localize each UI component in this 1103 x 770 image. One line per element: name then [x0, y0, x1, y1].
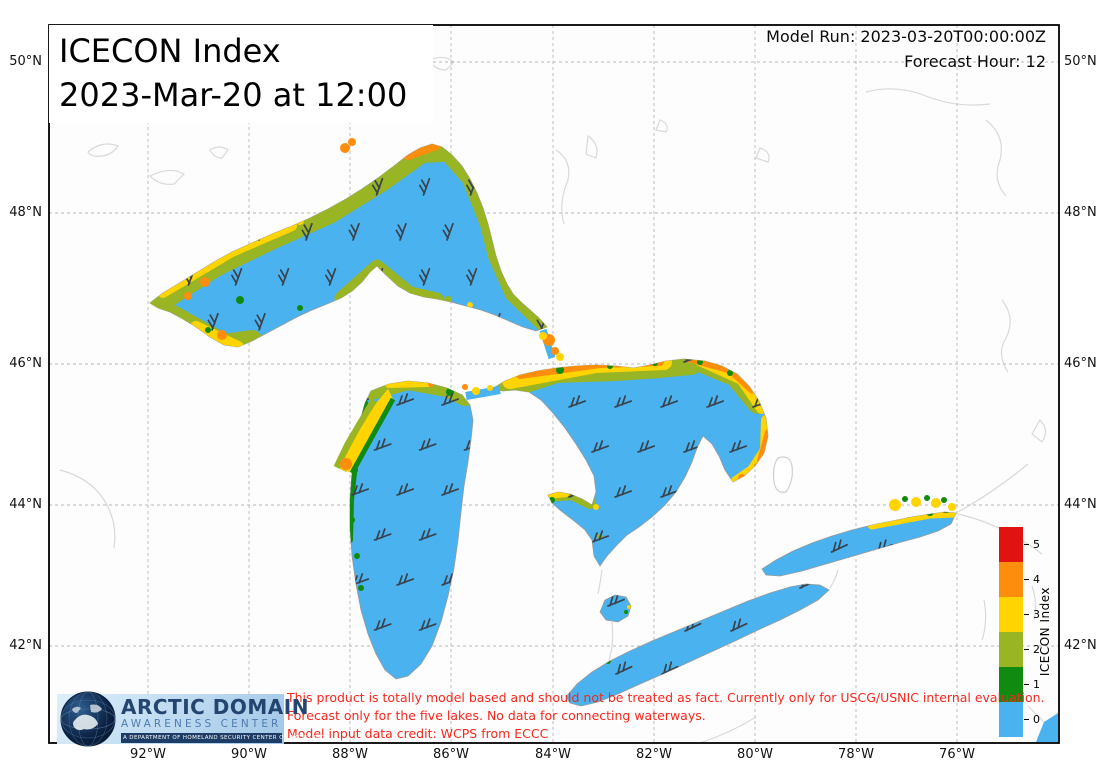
colorbar-swatch-4 — [999, 562, 1023, 597]
disclaimer-text: This product is totally model based and … — [287, 689, 1045, 743]
disclaimer-line-3: Model input data credit: WCPS from ECCC — [287, 726, 549, 741]
arctic-domain-logo: ARCTIC DOMAIN AWARENESS CENTER A DEPARTM… — [57, 691, 329, 747]
colorbar-swatch-0 — [999, 702, 1023, 737]
lat-label-left-46n: 46°N — [9, 356, 42, 371]
lon-label-80w: 80°W — [737, 747, 773, 762]
colorbar-tick-label: 1 — [1033, 678, 1040, 691]
logo-tagline: A DEPARTMENT OF HOMELAND SECURITY CENTER… — [121, 733, 329, 743]
lat-label-left-48n: 48°N — [9, 205, 42, 220]
colorbar-tick-label: 2 — [1033, 643, 1040, 656]
shore-ice-details-layer — [333, 138, 1058, 742]
lat-label-right-50n: 50°N — [1064, 54, 1097, 69]
colorbar-tick-label: 3 — [1033, 608, 1040, 621]
lat-label-left-44n: 44°N — [9, 497, 42, 512]
disclaimer-line-2: Forecast only for the five lakes. No dat… — [287, 708, 706, 723]
map-area — [49, 25, 1059, 743]
title-line-2: 2023-Mar-20 at 12:00 — [59, 76, 408, 114]
lat-label-right-44n: 44°N — [1064, 497, 1097, 512]
lake-stclair — [599, 594, 632, 623]
model-run-text: Model Run: 2023-03-20T00:00:00Z — [766, 27, 1046, 46]
lon-label-86w: 86°W — [433, 747, 469, 762]
colorbar-tick-5: 5 — [1024, 527, 1040, 562]
lakes-ice-layer — [149, 143, 957, 707]
model-run-info: Model Run: 2023-03-20T00:00:00Z Forecast… — [766, 24, 1046, 74]
lon-label-82w: 82°W — [636, 747, 672, 762]
colorbar-swatch-3 — [999, 597, 1023, 632]
lat-label-right-42n: 42°N — [1064, 638, 1097, 653]
lon-label-90w: 90°W — [231, 747, 267, 762]
globe-icon — [60, 691, 116, 747]
colorbar-tick-label: 4 — [1033, 573, 1040, 586]
lon-label-76w: 76°W — [939, 747, 975, 762]
lat-label-right-46n: 46°N — [1064, 356, 1097, 371]
lat-label-left-42n: 42°N — [9, 638, 42, 653]
colorbar-tick-label: 5 — [1033, 538, 1040, 551]
disclaimer-line-1: This product is totally model based and … — [287, 690, 1045, 705]
forecast-hour-text: Forecast Hour: 12 — [904, 52, 1046, 71]
lon-label-88w: 88°W — [332, 747, 368, 762]
colorbar-swatch-2 — [999, 632, 1023, 667]
logo-text-block: ARCTIC DOMAIN AWARENESS CENTER A DEPARTM… — [121, 695, 329, 743]
colorbar-swatch-1 — [999, 667, 1023, 702]
colorbar — [999, 527, 1023, 737]
logo-subtitle: AWARENESS CENTER — [121, 718, 282, 730]
colorbar-axis-label-text: ICECON Index — [1038, 587, 1052, 677]
lat-label-right-48n: 48°N — [1064, 205, 1097, 220]
colorbar-ticks: 5 4 3 2 1 0 — [1024, 527, 1040, 737]
colorbar-swatch-5 — [999, 527, 1023, 562]
colorbar-tick-3: 3 — [1024, 597, 1040, 632]
title-line-1: ICECON Index — [59, 32, 281, 70]
map-frame — [48, 24, 1060, 744]
lon-label-78w: 78°W — [838, 747, 874, 762]
colorbar-tick-2: 2 — [1024, 632, 1040, 667]
colorbar-tick-0: 0 — [1024, 702, 1040, 737]
lat-label-left-50n: 50°N — [9, 54, 42, 69]
plot-title: ICECON Index 2023-Mar-20 at 12:00 — [49, 25, 434, 123]
lon-label-92w: 92°W — [130, 747, 166, 762]
colorbar-tick-1: 1 — [1024, 667, 1040, 702]
colorbar-tick-4: 4 — [1024, 562, 1040, 597]
colorbar-tick-label: 0 — [1033, 713, 1040, 726]
lake-ontario — [761, 511, 957, 577]
lon-label-84w: 84°W — [535, 747, 571, 762]
lake-superior — [149, 143, 548, 348]
logo-title: ARCTIC DOMAIN — [121, 695, 309, 719]
